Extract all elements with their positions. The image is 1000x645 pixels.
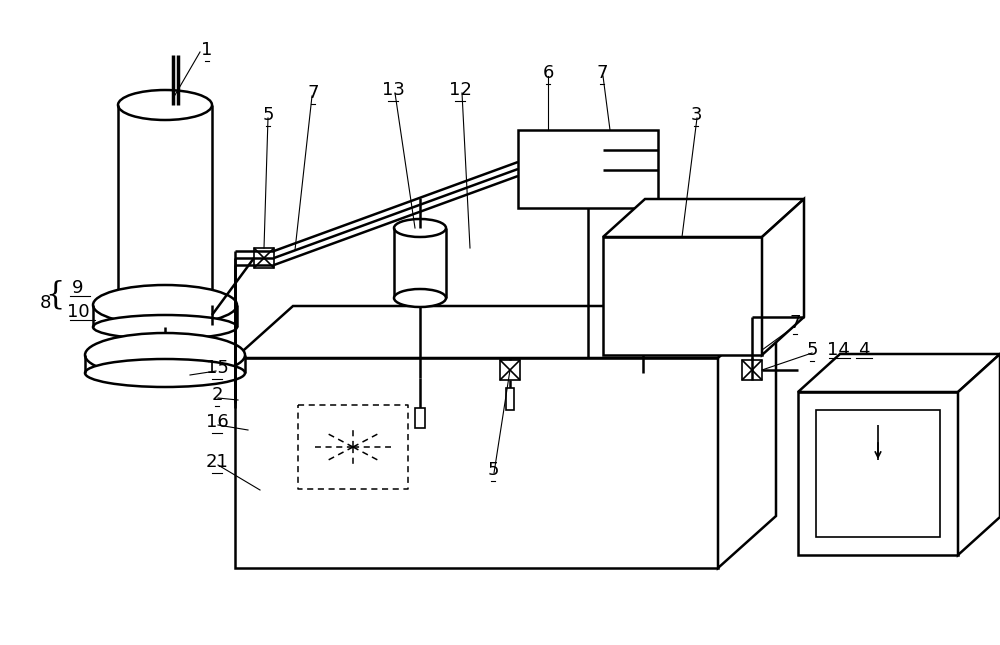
Ellipse shape [85,333,245,377]
Bar [816,410,940,537]
Polygon shape [958,354,1000,555]
Text: 21: 21 [206,453,228,471]
Polygon shape [235,306,776,358]
Text: 7: 7 [789,314,801,332]
Bar [235,358,718,568]
Ellipse shape [93,315,237,339]
Text: 7: 7 [596,64,608,82]
Text: 2: 2 [211,386,223,404]
Ellipse shape [85,359,245,387]
Text: 3: 3 [690,106,702,124]
Ellipse shape [394,219,446,237]
Text: 4: 4 [858,341,870,359]
Text: 13: 13 [382,81,404,99]
Bar [506,388,514,410]
Polygon shape [762,199,804,355]
Text: 16: 16 [206,413,228,431]
Text: 14: 14 [827,341,849,359]
Bar [798,392,958,555]
Text: 10: 10 [67,303,89,321]
Text: 1: 1 [201,41,213,59]
Bar [742,360,762,380]
Ellipse shape [118,290,212,320]
Bar [603,237,762,355]
Polygon shape [603,199,804,237]
Text: 6: 6 [542,64,554,82]
Text: {: { [45,279,65,310]
Bar [500,360,520,380]
Text: 8: 8 [39,294,51,312]
Text: 15: 15 [206,359,228,377]
Bar [518,130,658,208]
Bar [254,248,274,268]
Ellipse shape [118,90,212,120]
Text: 5: 5 [806,341,818,359]
Text: 9: 9 [72,279,84,297]
Text: 5: 5 [487,461,499,479]
Ellipse shape [93,285,237,325]
Ellipse shape [394,289,446,307]
Text: 5: 5 [262,106,274,124]
Polygon shape [798,354,1000,392]
Polygon shape [718,306,776,568]
Text: 12: 12 [449,81,471,99]
Text: 7: 7 [307,84,319,102]
Bar [415,408,425,428]
